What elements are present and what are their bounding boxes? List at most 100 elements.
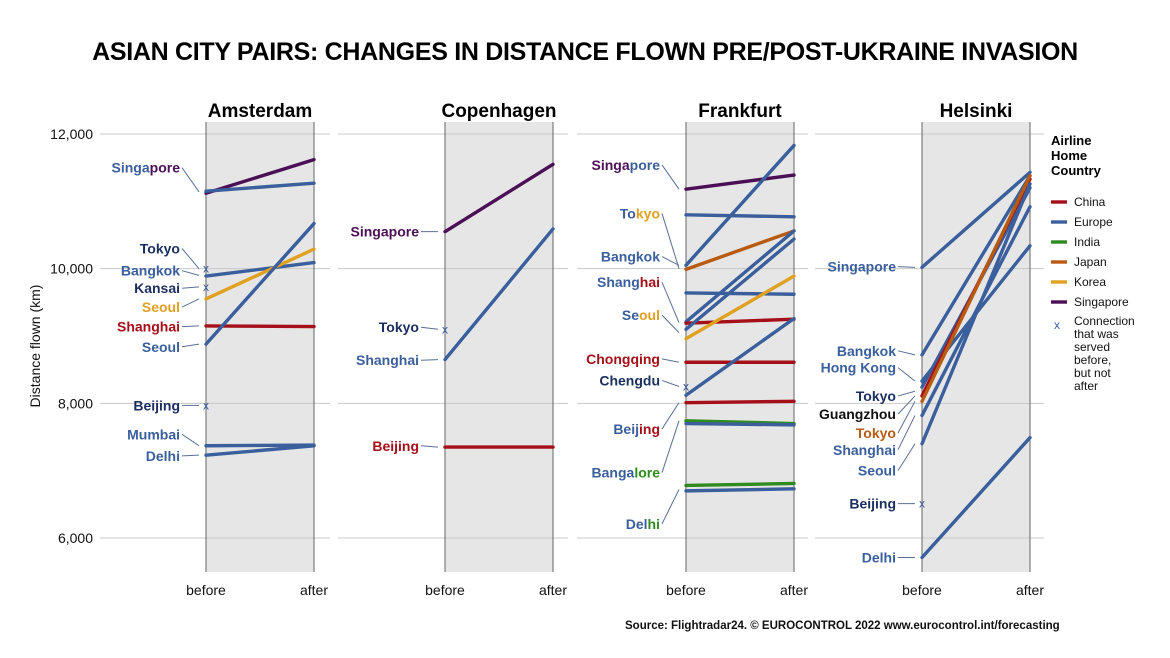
series-line — [204, 260, 316, 278]
series-line — [920, 174, 1032, 404]
x-tick-label: after — [300, 582, 328, 598]
city-label-part: Guangzhou — [819, 406, 896, 422]
series-line — [204, 157, 316, 195]
panel-band — [206, 122, 314, 572]
leader-line — [661, 489, 680, 525]
series-line — [443, 227, 555, 362]
legend-cross-label: Connection — [1074, 314, 1135, 328]
city-label-part: pore — [150, 160, 181, 176]
city-label: Shanghai — [597, 274, 660, 290]
city-label: Seoul — [622, 307, 660, 323]
leader-line — [897, 443, 916, 471]
legend-label: Korea — [1074, 275, 1106, 289]
city-label-part: hi — [648, 516, 660, 532]
discontinued-marker: x — [919, 497, 925, 511]
series-line — [204, 221, 316, 346]
city-label: Beijing — [133, 397, 180, 413]
city-label: Chongqing — [586, 351, 660, 367]
city-label: Tokyo — [620, 205, 660, 221]
city-label-part: Seoul — [142, 339, 180, 355]
leader-line — [897, 401, 916, 434]
leader-line — [420, 326, 439, 330]
series-line — [684, 173, 796, 191]
leader-line — [181, 325, 200, 328]
series-line — [684, 229, 796, 272]
legend-title: Airline — [1051, 133, 1091, 148]
legend-title: Home — [1051, 148, 1087, 163]
leader-line — [181, 454, 200, 457]
series-line — [684, 481, 796, 488]
discontinued-marker: x — [683, 380, 689, 394]
leader-line — [897, 390, 916, 397]
city-label-part: hai — [640, 274, 660, 290]
leader-line — [897, 367, 916, 382]
city-label: Shanghai — [833, 442, 896, 458]
city-label-part: Se — [622, 307, 639, 323]
city-label-part: Delhi — [146, 448, 180, 464]
city-label-part: Shang — [597, 274, 640, 290]
city-label: Tokyo — [140, 240, 180, 256]
legend-label: Europe — [1074, 215, 1113, 229]
city-label: Tokyo — [856, 388, 896, 404]
city-label-part: Tokyo — [856, 425, 896, 441]
panel-title: Frankfurt — [698, 101, 782, 122]
city-label: Seoul — [142, 339, 180, 355]
series-line — [443, 162, 555, 234]
leader-line — [661, 314, 680, 333]
city-label-part: Bangkok — [601, 249, 660, 265]
city-label-part: Tokyo — [379, 319, 419, 335]
x-tick-label: before — [186, 582, 226, 598]
x-tick-label: before — [425, 582, 465, 598]
legend-cross-label: but not — [1074, 366, 1111, 380]
leader-line — [181, 433, 200, 447]
series-line — [684, 317, 796, 325]
panel-band — [445, 122, 553, 572]
panel-title: Amsterdam — [208, 101, 313, 122]
city-label: Tokyo — [856, 425, 896, 441]
panel-frankfurt: Singapore Tokyo Bangkok Shanghai Seoul Chongq… — [577, 122, 808, 572]
x-tick-label: after — [1016, 582, 1044, 598]
city-label: Seoul — [858, 463, 896, 479]
city-label-part: Seoul — [142, 299, 180, 315]
discontinued-marker: x — [203, 262, 209, 276]
leader-line — [897, 266, 916, 268]
city-label: Chengdu — [599, 372, 660, 388]
leader-line — [181, 343, 200, 348]
series-line — [920, 170, 1032, 270]
city-label-part: ing — [639, 421, 660, 437]
city-label-part: Beij — [613, 421, 639, 437]
legend-cross-label: that was — [1074, 327, 1119, 341]
city-label-part: Shanghai — [356, 352, 419, 368]
leader-line — [661, 420, 680, 473]
city-label: Delhi — [626, 516, 660, 532]
series-line — [920, 435, 1032, 560]
city-label: Beijing — [613, 421, 660, 437]
city-label-part: Singa — [592, 157, 630, 173]
city-label-part: Kansai — [134, 280, 180, 296]
city-label: Beijing — [849, 496, 896, 512]
city-label-part: Delhi — [862, 550, 896, 566]
city-label-part: Shanghai — [833, 442, 896, 458]
legend-cross-symbol: x — [1054, 318, 1060, 332]
city-label-part: Chongqing — [586, 351, 660, 367]
leader-line — [897, 395, 916, 415]
x-tick-label: after — [539, 582, 567, 598]
panel-title: Copenhagen — [441, 101, 556, 122]
y-tick-label: 6,000 — [58, 530, 93, 546]
legend-cross-label: before, — [1074, 353, 1111, 367]
series-line — [684, 421, 796, 427]
x-tick-label: before — [666, 582, 706, 598]
city-label: Tokyo — [379, 319, 419, 335]
series-line — [684, 291, 796, 296]
city-label: Kansai — [134, 280, 180, 296]
city-label-part: Hong Kong — [821, 360, 896, 376]
panel-band — [686, 122, 794, 572]
leader-line — [897, 350, 916, 356]
series-line — [204, 444, 316, 457]
city-label: Bangkok — [837, 343, 896, 359]
city-label: Shanghai — [356, 352, 419, 368]
discontinued-marker: x — [442, 322, 448, 336]
series-line — [684, 229, 796, 324]
